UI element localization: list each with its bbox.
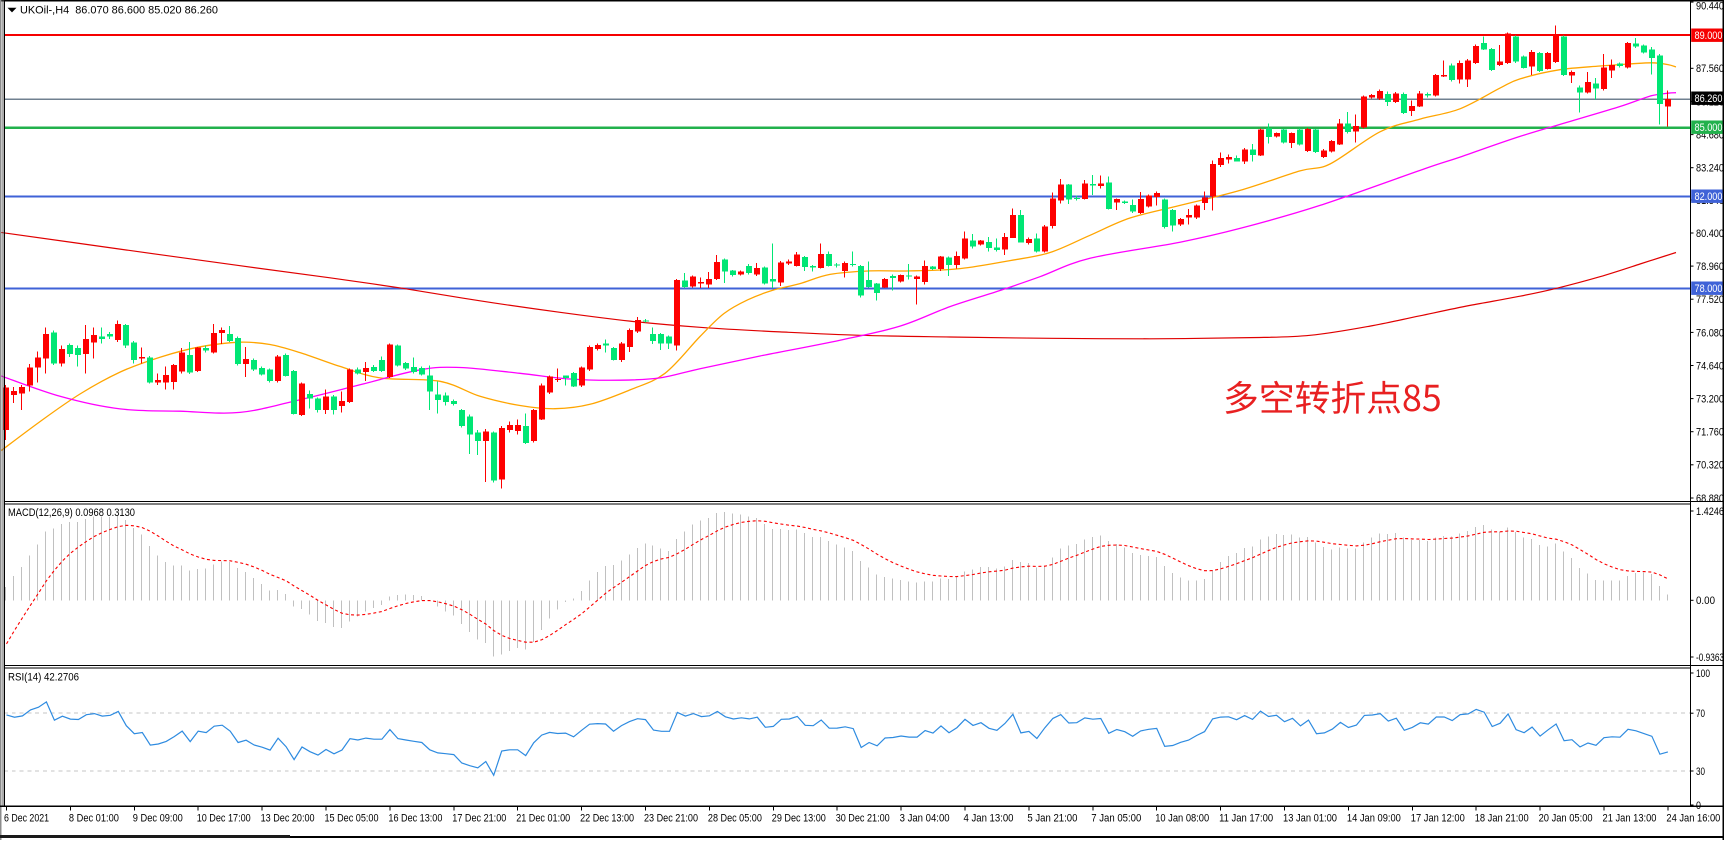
svg-text:77.520: 77.520	[1696, 294, 1724, 306]
svg-text:71.760: 71.760	[1696, 427, 1724, 439]
svg-text:70: 70	[1696, 708, 1705, 720]
svg-text:82.000: 82.000	[1695, 191, 1723, 203]
svg-text:78.960: 78.960	[1696, 261, 1724, 273]
svg-text:83.240: 83.240	[1696, 163, 1724, 175]
svg-text:90.440: 90.440	[1696, 0, 1724, 12]
svg-text:78.000: 78.000	[1695, 283, 1723, 295]
svg-text:4 Jan 13:00: 4 Jan 13:00	[964, 813, 1014, 825]
svg-text:85.000: 85.000	[1695, 122, 1723, 134]
svg-text:68.880: 68.880	[1696, 493, 1724, 505]
svg-text:30: 30	[1696, 766, 1705, 778]
svg-text:15 Dec 05:00: 15 Dec 05:00	[325, 813, 379, 825]
svg-text:13 Dec 20:00: 13 Dec 20:00	[261, 813, 315, 825]
svg-text:21 Jan 13:00: 21 Jan 13:00	[1603, 813, 1657, 825]
svg-text:87.560: 87.560	[1696, 63, 1724, 75]
svg-text:73.200: 73.200	[1696, 394, 1724, 406]
svg-text:UKOil-,H4 86.070 86.600 85.02: UKOil-,H4 86.070 86.600 85.020 86.260	[20, 5, 218, 17]
svg-text:80.400: 80.400	[1696, 228, 1724, 240]
svg-text:13 Jan 01:00: 13 Jan 01:00	[1283, 813, 1337, 825]
svg-text:21 Dec 01:00: 21 Dec 01:00	[516, 813, 570, 825]
svg-text:7 Jan 05:00: 7 Jan 05:00	[1091, 813, 1141, 825]
svg-text:11 Jan 17:00: 11 Jan 17:00	[1219, 813, 1273, 825]
svg-text:-0.9363: -0.9363	[1696, 652, 1724, 664]
svg-text:10 Dec 17:00: 10 Dec 17:00	[197, 813, 251, 825]
svg-text:RSI(14) 42.2706: RSI(14) 42.2706	[8, 672, 79, 684]
svg-text:70.320: 70.320	[1696, 460, 1724, 472]
svg-text:100: 100	[1696, 668, 1710, 680]
svg-text:23 Dec 21:00: 23 Dec 21:00	[644, 813, 698, 825]
svg-text:74.640: 74.640	[1696, 360, 1724, 372]
svg-text:0: 0	[1696, 800, 1701, 812]
svg-text:29 Dec 13:00: 29 Dec 13:00	[772, 813, 826, 825]
svg-text:76.080: 76.080	[1696, 327, 1724, 339]
svg-text:10 Jan 08:00: 10 Jan 08:00	[1155, 813, 1209, 825]
svg-text:6 Dec 2021: 6 Dec 2021	[4, 813, 49, 825]
svg-text:30 Dec 21:00: 30 Dec 21:00	[836, 813, 890, 825]
svg-text:16 Dec 13:00: 16 Dec 13:00	[388, 813, 442, 825]
svg-text:28 Dec 05:00: 28 Dec 05:00	[708, 813, 762, 825]
svg-text:5 Jan 21:00: 5 Jan 21:00	[1027, 813, 1077, 825]
svg-text:3 Jan 04:00: 3 Jan 04:00	[900, 813, 950, 825]
svg-text:1.4246: 1.4246	[1696, 506, 1724, 518]
svg-text:14 Jan 09:00: 14 Jan 09:00	[1347, 813, 1401, 825]
svg-text:18 Jan 21:00: 18 Jan 21:00	[1475, 813, 1529, 825]
svg-text:8 Dec 01:00: 8 Dec 01:00	[69, 813, 119, 825]
svg-text:17 Dec 21:00: 17 Dec 21:00	[452, 813, 506, 825]
svg-text:17 Jan 12:00: 17 Jan 12:00	[1411, 813, 1465, 825]
svg-text:89.000: 89.000	[1695, 30, 1723, 42]
svg-text:20 Jan 05:00: 20 Jan 05:00	[1539, 813, 1593, 825]
svg-text:86.260: 86.260	[1695, 93, 1723, 105]
svg-text:9 Dec 09:00: 9 Dec 09:00	[133, 813, 183, 825]
svg-text:0.00: 0.00	[1696, 595, 1715, 607]
svg-text:22 Dec 13:00: 22 Dec 13:00	[580, 813, 634, 825]
svg-text:24 Jan 16:00: 24 Jan 16:00	[1666, 813, 1720, 825]
svg-text:MACD(12,26,9) 0.0968 0.3130: MACD(12,26,9) 0.0968 0.3130	[8, 507, 135, 519]
